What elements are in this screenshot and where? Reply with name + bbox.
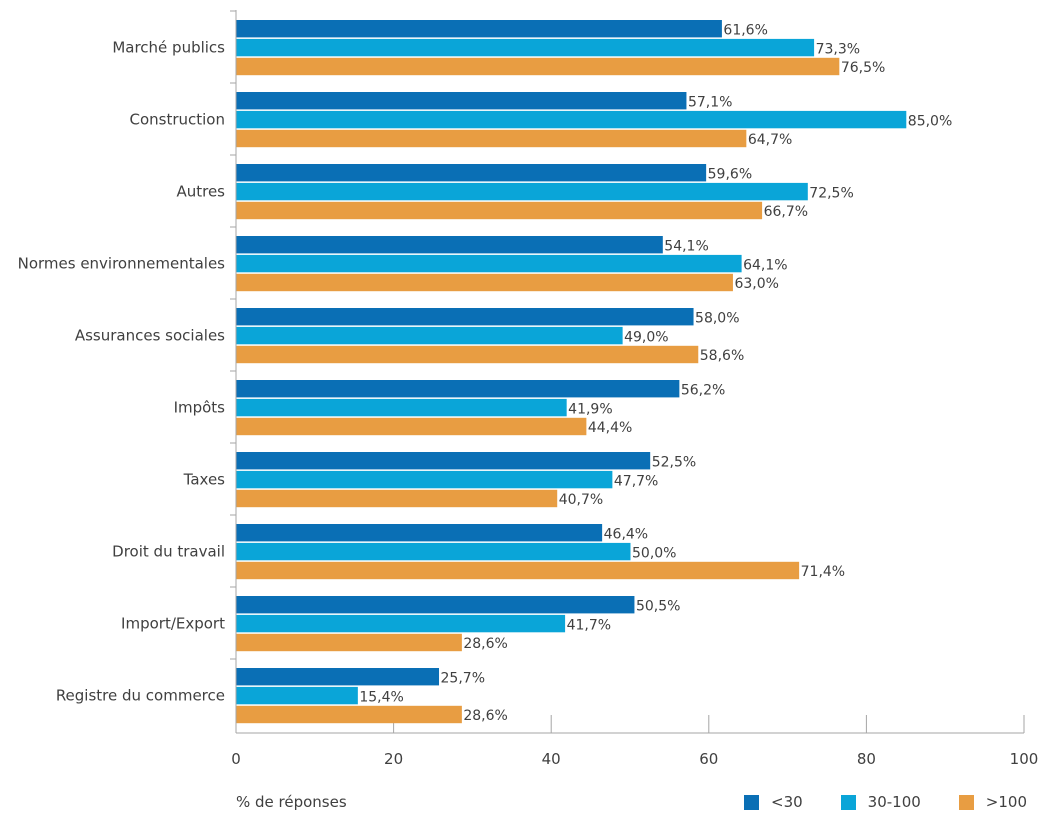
bar [236, 417, 587, 436]
legend-swatch-30-100 [840, 794, 856, 810]
bar [236, 398, 567, 417]
bar [236, 92, 687, 110]
bar [236, 452, 651, 470]
bar [236, 380, 680, 398]
data-label: 44,4% [588, 420, 632, 436]
data-label: 71,4% [801, 564, 845, 580]
data-label: 49,0% [624, 329, 668, 345]
bar [236, 129, 747, 148]
legend: <30 30-100 >100 [744, 793, 1027, 811]
data-label: 61,6% [723, 22, 767, 38]
data-label: 58,6% [700, 348, 744, 364]
data-label: 54,1% [664, 238, 708, 254]
category-label: Assurances sociales [75, 327, 225, 345]
data-label: 58,0% [695, 310, 739, 326]
bar [236, 326, 623, 345]
category-label: Impôts [174, 399, 226, 417]
bar [236, 614, 566, 633]
data-label: 66,7% [764, 204, 808, 220]
data-label: 56,2% [681, 382, 725, 398]
x-tick-label: 0 [231, 750, 241, 768]
bar [236, 308, 694, 326]
data-label: 15,4% [359, 689, 403, 705]
bar [236, 254, 742, 273]
bar [236, 542, 631, 561]
category-label: Construction [129, 111, 225, 129]
x-tick-label: 20 [384, 750, 403, 768]
data-label: 46,4% [604, 526, 648, 542]
data-label: 41,7% [567, 617, 611, 633]
data-label: 64,7% [748, 132, 792, 148]
x-tick-label: 60 [699, 750, 718, 768]
legend-label-gt100: >100 [985, 793, 1027, 811]
data-label: 52,5% [652, 454, 696, 470]
bar [236, 524, 603, 542]
data-label: 28,6% [463, 636, 507, 652]
category-label: Taxes [183, 471, 226, 489]
bar [236, 345, 699, 364]
category-label: Normes environnementales [18, 255, 226, 273]
data-label: 28,6% [463, 708, 507, 724]
bar [236, 596, 635, 614]
bar [236, 110, 907, 129]
legend-swatch-lt30 [744, 794, 759, 810]
data-label: 85,0% [908, 113, 952, 129]
x-tick-label: 80 [857, 750, 876, 768]
data-label: 50,0% [632, 545, 676, 561]
bar [236, 273, 733, 292]
bar [236, 236, 663, 254]
data-label: 72,5% [809, 185, 853, 201]
legend-label-30-100: 30-100 [867, 793, 921, 811]
bar [236, 561, 800, 580]
bar [236, 182, 808, 201]
data-label: 57,1% [688, 94, 732, 110]
bar [236, 489, 558, 508]
bar [236, 686, 358, 705]
bar [236, 164, 707, 182]
data-label: 47,7% [614, 473, 658, 489]
legend-label-lt30: <30 [771, 793, 803, 811]
data-label: 73,3% [816, 41, 860, 57]
data-label: 63,0% [734, 276, 778, 292]
bar [236, 470, 613, 489]
x-axis-title: % de réponses [236, 793, 347, 811]
category-label: Autres [176, 183, 225, 201]
category-label: Import/Export [121, 615, 225, 633]
category-label: Registre du commerce [56, 687, 225, 705]
category-label: Droit du travail [112, 543, 225, 561]
bar [236, 705, 462, 724]
bar [236, 668, 440, 686]
data-label: 25,7% [441, 670, 485, 686]
legend-swatch-gt100 [958, 794, 974, 810]
data-label: 76,5% [841, 60, 885, 76]
data-label: 59,6% [708, 166, 752, 182]
bar [236, 201, 763, 220]
bar [236, 20, 722, 38]
x-tick-label: 100 [1010, 750, 1039, 768]
bar [236, 633, 462, 652]
bar [236, 38, 815, 57]
x-tick-label: 40 [542, 750, 561, 768]
data-label: 64,1% [743, 257, 787, 273]
data-label: 40,7% [559, 492, 603, 508]
data-label: 41,9% [568, 401, 612, 417]
category-label: Marché publics [112, 39, 225, 57]
data-label: 50,5% [636, 598, 680, 614]
bar [236, 57, 840, 76]
